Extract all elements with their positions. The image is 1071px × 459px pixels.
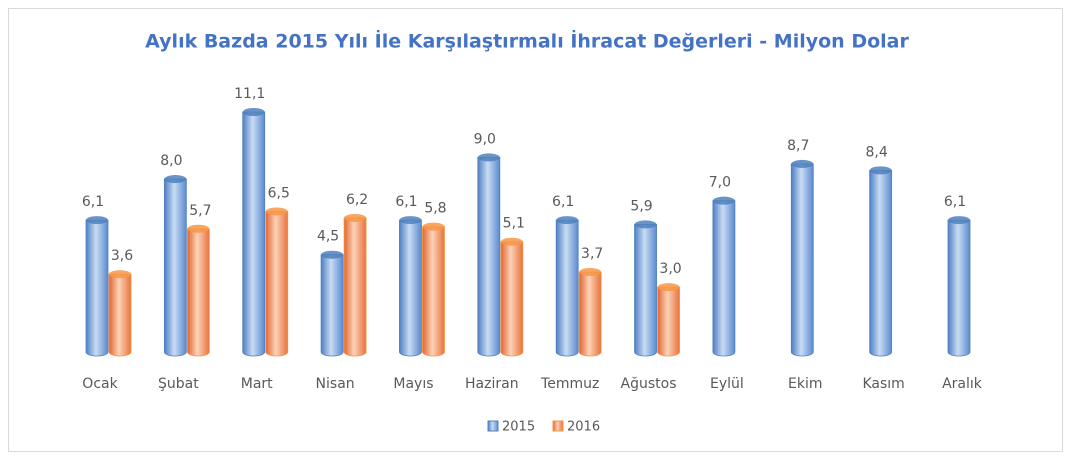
data-label: 9,0 (474, 131, 496, 147)
x-tick-label: Kasım (862, 376, 904, 392)
bar-top (712, 196, 735, 205)
bar-top (321, 250, 344, 259)
legend-label: 2015 (502, 420, 535, 435)
bar (242, 111, 266, 357)
data-label: 5,8 (424, 201, 446, 217)
x-tick-label: Şubat (158, 376, 199, 392)
data-label: 5,1 (503, 216, 525, 232)
bar (578, 271, 602, 357)
data-label: 5,9 (630, 198, 652, 214)
bar-top (265, 207, 288, 216)
data-label: 6,2 (346, 192, 368, 208)
legend-swatch (552, 420, 564, 432)
bar (343, 217, 367, 357)
x-tick-label: Ağustos (621, 376, 677, 392)
bar-top (791, 159, 814, 168)
data-label: 11,1 (234, 86, 265, 102)
bar (657, 286, 680, 357)
data-label: 6,1 (395, 194, 417, 210)
bar-top (399, 216, 422, 225)
bar-top (948, 216, 970, 225)
legend-label: 2016 (567, 420, 600, 435)
bar-top (657, 283, 680, 292)
data-label: 3,0 (659, 261, 681, 277)
bar (265, 211, 289, 357)
bar-top (187, 224, 210, 233)
bar (85, 219, 109, 357)
bar (422, 226, 445, 357)
bar-top (242, 108, 265, 116)
bar-top (634, 220, 657, 229)
legend-swatch (487, 420, 499, 432)
data-label: 3,6 (111, 248, 133, 264)
bar (186, 228, 210, 357)
bar (634, 224, 657, 357)
data-label: 7,0 (709, 175, 731, 191)
x-tick-label: Ekim (788, 376, 822, 392)
data-label: 6,5 (268, 185, 290, 201)
bar-top (344, 213, 367, 222)
bar-top (164, 175, 187, 184)
x-tick-label: Ocak (82, 376, 118, 392)
data-label: 3,7 (581, 246, 603, 262)
bar-top (477, 153, 500, 162)
bar (790, 163, 814, 357)
bar-top (869, 166, 892, 175)
bar-top (579, 268, 602, 276)
data-label: 6,1 (82, 194, 104, 210)
data-label: 6,1 (944, 194, 966, 210)
bar (399, 219, 422, 357)
bar-top (109, 270, 131, 279)
bar (477, 157, 501, 357)
bar (947, 219, 971, 357)
data-label: 8,4 (866, 144, 888, 160)
data-label: 8,7 (787, 138, 809, 154)
x-tick-label: Aralık (942, 376, 983, 392)
bar (712, 200, 736, 357)
bar (500, 241, 524, 357)
x-tick-label: Mayıs (393, 376, 433, 392)
x-tick-label: Temmuz (540, 376, 599, 392)
data-label: 6,1 (552, 194, 574, 210)
bar (108, 273, 132, 357)
bar (555, 219, 579, 357)
x-tick-label: Eylül (710, 376, 744, 392)
bar-top (556, 216, 579, 225)
bar-top (86, 216, 108, 225)
data-label: 4,5 (317, 229, 339, 245)
bar (163, 178, 187, 357)
chart-title: Aylık Bazda 2015 Yılı İle Karşılaştırmal… (145, 29, 909, 53)
x-tick-label: Mart (241, 376, 273, 392)
data-label: 5,7 (189, 203, 211, 219)
bar (320, 254, 344, 357)
bar-top (422, 222, 445, 231)
bar (869, 169, 893, 357)
bar-top (500, 237, 523, 246)
data-label: 8,0 (160, 153, 182, 169)
x-tick-label: Haziran (465, 376, 519, 392)
x-tick-label: Nisan (316, 376, 355, 392)
